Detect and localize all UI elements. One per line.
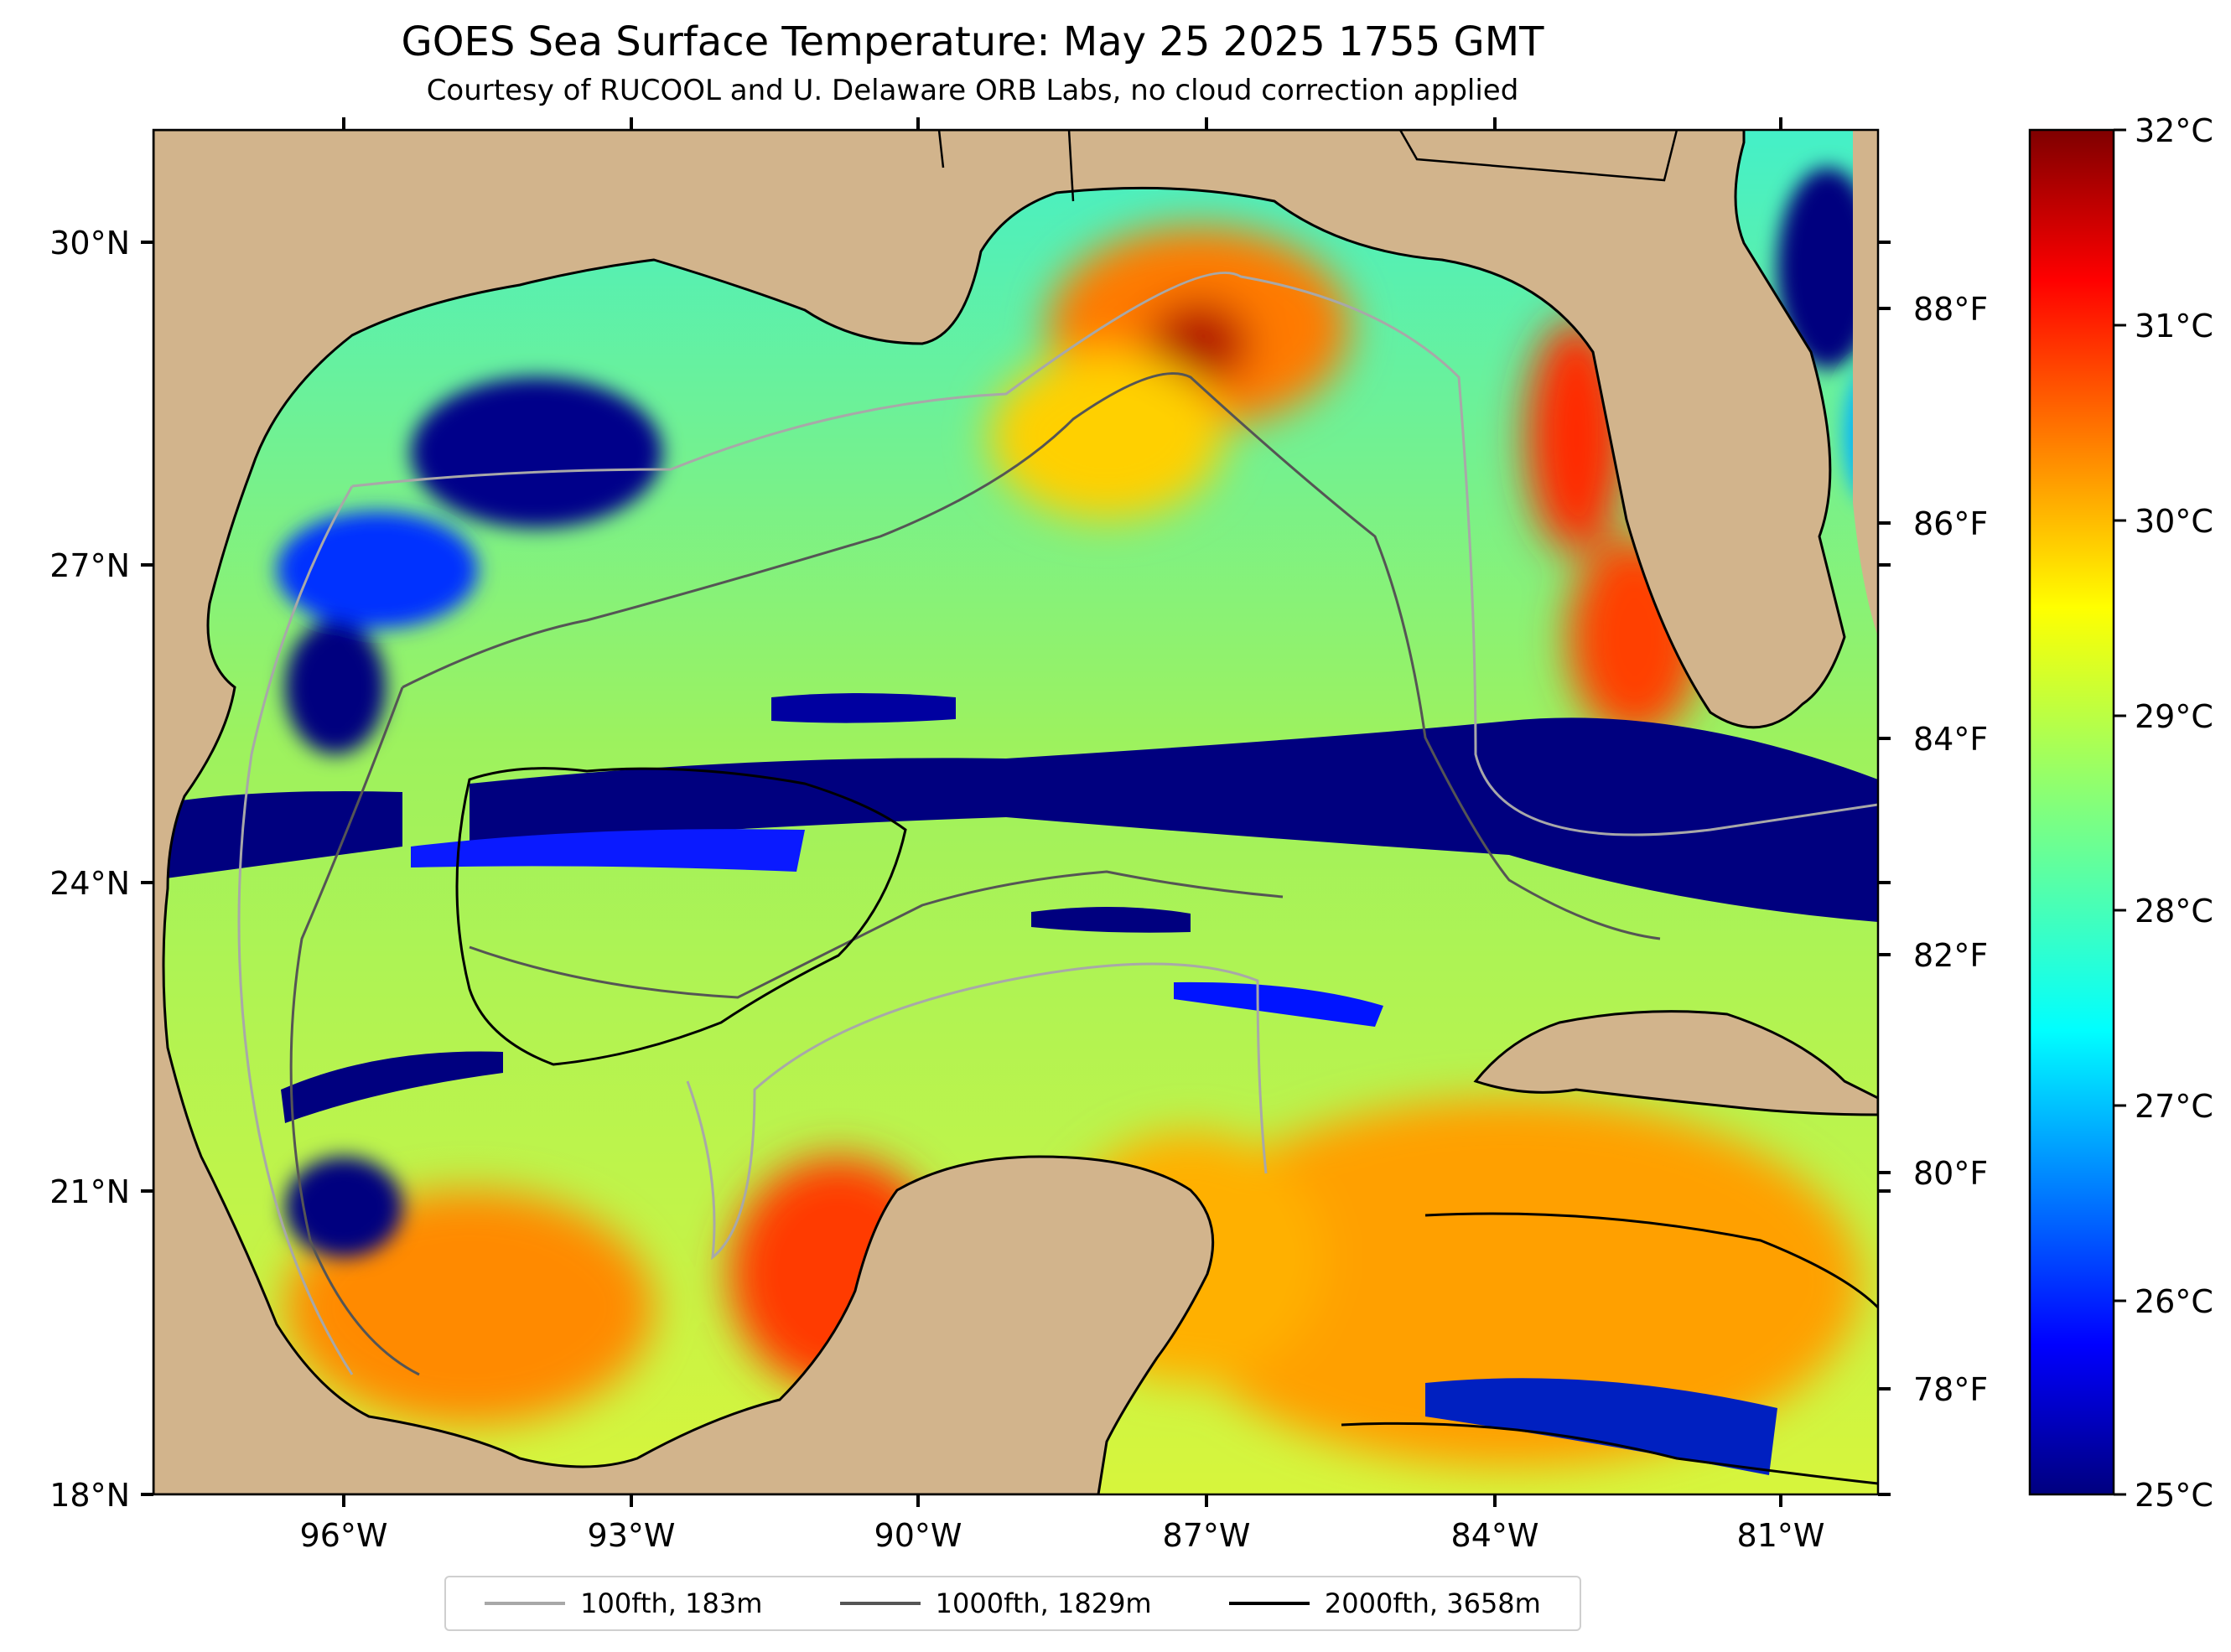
legend-label-1000fth: 1000fth, 1829m	[935, 1587, 1152, 1619]
land	[153, 130, 1878, 1494]
legend-item-100fth: 100fth, 183m	[485, 1587, 762, 1619]
legend-swatch-100fth	[485, 1602, 566, 1605]
lon-label: 84°W	[1451, 1517, 1539, 1554]
colorbar-label: 29°C	[2135, 698, 2213, 735]
map-area	[153, 130, 1878, 1494]
state-borders	[937, 130, 1678, 202]
lat-label: 30°N	[49, 225, 130, 262]
colorbar-label: 27°C	[2135, 1088, 2213, 1125]
plot-frame	[152, 128, 1880, 1496]
colorbar-label: 25°C	[2135, 1477, 2213, 1514]
legend-item-2000fth: 2000fth, 3658m	[1228, 1587, 1541, 1619]
lat-label: 18°N	[49, 1477, 130, 1514]
legend-label-2000fth: 2000fth, 3658m	[1324, 1587, 1541, 1619]
legend-item-1000fth: 1000fth, 1829m	[839, 1587, 1152, 1619]
chart-subtitle: Courtesy of RUCOOL and U. Delaware ORB L…	[426, 74, 1519, 107]
colorbar-label: 26°C	[2135, 1283, 2213, 1320]
contour-100fth	[237, 272, 1878, 1375]
lat-label: 21°N	[49, 1173, 130, 1210]
fahrenheit-label: 78°F	[1913, 1371, 1988, 1408]
colorbar-label: 31°C	[2135, 308, 2213, 344]
fahrenheit-label: 82°F	[1913, 937, 1988, 974]
colorbar-labels: 32°C 31°C 30°C 29°C 28°C 27°C 26°C 25°C	[2114, 112, 2213, 1514]
lon-label: 81°W	[1737, 1517, 1825, 1554]
latitude-ticks	[141, 241, 1891, 1496]
contour-2000fth	[455, 767, 1878, 1485]
latitude-labels: 30°N 27°N 24°N 21°N 18°N	[49, 225, 130, 1514]
lon-label: 87°W	[1163, 1517, 1251, 1554]
fahrenheit-label: 84°F	[1913, 721, 1988, 758]
longitude-labels: 96°W 93°W 90°W 87°W 84°W 81°W	[300, 1517, 1825, 1554]
cold-blobs	[277, 168, 1878, 1257]
fahrenheit-label: 80°F	[1913, 1155, 1988, 1192]
contour-legend: 100fth, 183m 1000fth, 1829m 2000fth, 365…	[444, 1576, 1581, 1631]
contour-1000fth	[289, 372, 1661, 1376]
longitude-ticks	[342, 117, 1782, 1507]
lon-label: 90°W	[874, 1517, 962, 1554]
lat-label: 24°N	[49, 865, 130, 902]
fahrenheit-label: 86°F	[1913, 505, 1988, 542]
fahrenheit-label: 88°F	[1913, 291, 1988, 328]
legend-swatch-1000fth	[839, 1602, 921, 1605]
colorbar-label: 28°C	[2135, 893, 2213, 930]
fahrenheit-labels: 88°F 86°F 84°F 82°F 80°F 78°F	[1878, 291, 1988, 1408]
colorbar	[2028, 128, 2115, 1496]
cloud-masked-cold-bands	[153, 693, 1878, 1475]
colorbar-label: 30°C	[2135, 503, 2213, 540]
chart-title: GOES Sea Surface Temperature: May 25 202…	[401, 18, 1544, 65]
legend-label-100fth: 100fth, 183m	[580, 1587, 763, 1619]
colorbar-label: 32°C	[2135, 112, 2213, 149]
legend-swatch-2000fth	[1228, 1602, 1310, 1605]
lat-label: 27°N	[49, 547, 130, 584]
lon-label: 96°W	[300, 1517, 388, 1554]
lon-label: 93°W	[588, 1517, 676, 1554]
